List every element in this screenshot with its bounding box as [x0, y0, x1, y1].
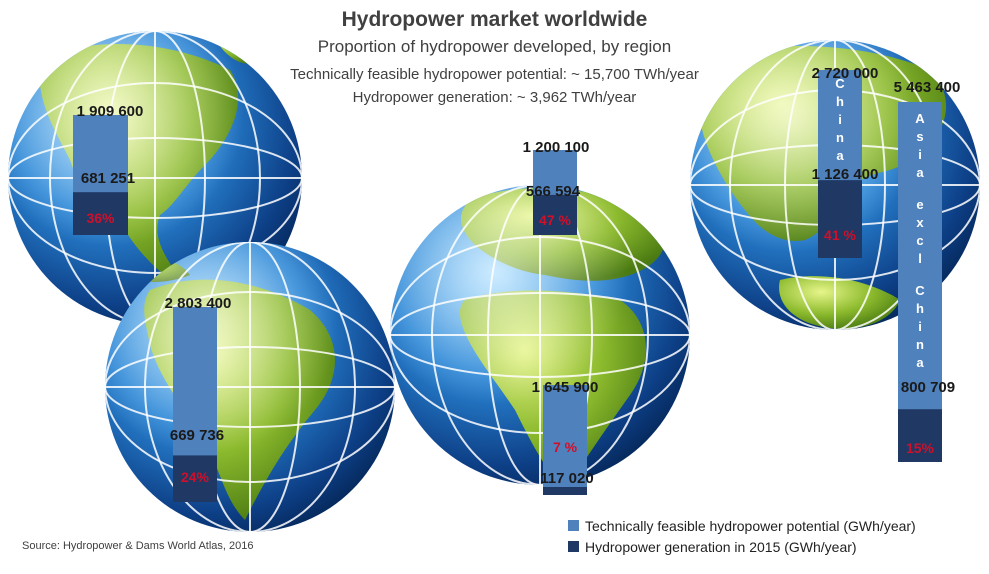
- label-potential-4: 2 720 000: [812, 65, 879, 82]
- label-percent-1: 24%: [181, 469, 210, 485]
- label-generation-5: 800 709: [901, 379, 955, 396]
- legend-swatch-generation: [568, 541, 579, 552]
- label-potential-2: 1 200 100: [523, 139, 590, 156]
- label-potential-5: 5 463 400: [894, 79, 961, 96]
- bar-generation-2: [533, 194, 577, 235]
- label-percent-2: 47 %: [539, 212, 571, 228]
- generation-note: Hydropower generation: ~ 3,962 TWh/year: [352, 89, 637, 106]
- label-potential-1: 2 803 400: [165, 295, 232, 312]
- label-percent-0: 36%: [86, 210, 115, 226]
- label-generation-1: 669 736: [170, 427, 224, 444]
- chart-title: Hydropower market worldwide: [341, 8, 648, 31]
- legend: Technically feasible hydropower potentia…: [568, 515, 916, 557]
- bar-generation-3: [543, 487, 587, 495]
- label-percent-4: 41 %: [824, 227, 856, 243]
- chart-subtitle: Proportion of hydropower developed, by r…: [317, 37, 672, 56]
- legend-label-potential: Technically feasible hydropower potentia…: [585, 517, 916, 534]
- globe-south-america: [105, 242, 395, 532]
- label-generation-0: 681 251: [81, 170, 135, 187]
- bar-potential-5: [898, 102, 942, 462]
- bars-layer: 1 909 600 681 251 36% 2 803 400 669 736 24% 1 …: [73, 65, 960, 502]
- legend-item-potential: Technically feasible hydropower potentia…: [568, 515, 916, 536]
- bar-generation-5: [898, 409, 942, 462]
- source-note: Source: Hydropower & Dams World Atlas, 2…: [22, 540, 254, 552]
- label-generation-3: 117 020: [540, 470, 593, 487]
- legend-swatch-potential: [568, 520, 579, 531]
- potential-note: Technically feasible hydropower potentia…: [290, 66, 699, 83]
- bar-potential-3: [543, 385, 587, 495]
- bar-generation-1: [173, 455, 217, 502]
- label-percent-3: 7 %: [553, 439, 578, 455]
- label-generation-4: 1 126 400: [812, 166, 879, 183]
- label-percent-5: 15%: [906, 440, 935, 456]
- bar-generation-0: [73, 192, 128, 235]
- label-potential-0: 1 909 600: [77, 103, 144, 120]
- globe-europe-africa: [390, 185, 690, 485]
- label-generation-2: 566 594: [526, 183, 581, 200]
- bar-generation-4: [818, 180, 862, 258]
- label-potential-3: 1 645 900: [532, 379, 599, 396]
- legend-label-generation: Hydropower generation in 2015 (GWh/year): [585, 538, 857, 555]
- legend-item-generation: Hydropower generation in 2015 (GWh/year): [568, 536, 916, 557]
